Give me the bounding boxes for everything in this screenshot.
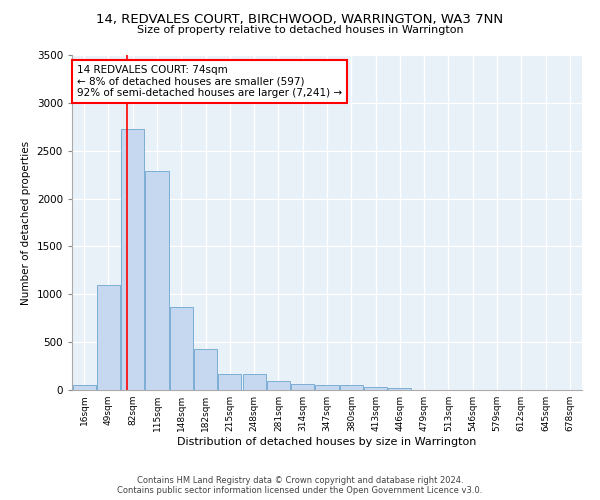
Bar bbox=[388, 388, 412, 390]
Bar bbox=[73, 384, 95, 390]
Bar bbox=[242, 374, 266, 390]
Bar bbox=[194, 349, 217, 390]
Bar bbox=[340, 385, 363, 390]
Text: Size of property relative to detached houses in Warrington: Size of property relative to detached ho… bbox=[137, 25, 463, 35]
X-axis label: Distribution of detached houses by size in Warrington: Distribution of detached houses by size … bbox=[178, 437, 476, 447]
Bar bbox=[121, 128, 144, 390]
Bar bbox=[364, 386, 387, 390]
Bar bbox=[316, 384, 338, 390]
Text: 14 REDVALES COURT: 74sqm
← 8% of detached houses are smaller (597)
92% of semi-d: 14 REDVALES COURT: 74sqm ← 8% of detache… bbox=[77, 65, 342, 98]
Bar bbox=[97, 284, 120, 390]
Y-axis label: Number of detached properties: Number of detached properties bbox=[21, 140, 31, 304]
Bar bbox=[170, 306, 193, 390]
Text: 14, REDVALES COURT, BIRCHWOOD, WARRINGTON, WA3 7NN: 14, REDVALES COURT, BIRCHWOOD, WARRINGTO… bbox=[97, 12, 503, 26]
Text: Contains HM Land Registry data © Crown copyright and database right 2024.
Contai: Contains HM Land Registry data © Crown c… bbox=[118, 476, 482, 495]
Bar bbox=[291, 384, 314, 390]
Bar bbox=[218, 374, 241, 390]
Bar bbox=[267, 381, 290, 390]
Bar bbox=[145, 171, 169, 390]
